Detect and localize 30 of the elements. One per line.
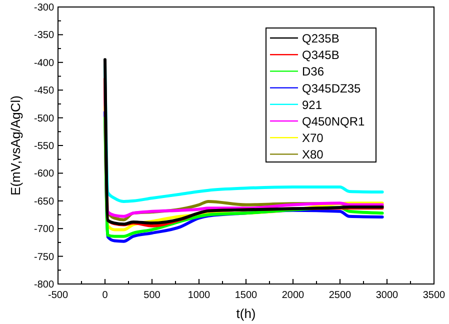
legend-label: 921: [302, 98, 322, 112]
y-tick-label: -400: [34, 58, 54, 69]
y-tick-label: -600: [34, 168, 54, 180]
x-tick-label: 500: [144, 290, 161, 301]
x-tick-label: 2500: [328, 290, 352, 301]
y-axis-title: E(mV,vsAg/AgCl): [8, 96, 23, 196]
x-tick-label: 1000: [188, 290, 211, 301]
y-tick-label: -300: [34, 2, 54, 14]
x-tick-label: 0: [102, 290, 108, 301]
y-tick-label: -800: [34, 280, 54, 290]
y-tick-label: -500: [34, 113, 54, 124]
x-tick-label: 1500: [234, 290, 258, 301]
x-tick-label: 2000: [282, 290, 305, 301]
legend-label: Q235B: [302, 32, 340, 46]
y-tick-label: -700: [34, 224, 54, 236]
x-tick-label: -500: [48, 290, 68, 301]
y-tick-label: -750: [34, 252, 54, 263]
x-axis-title: t(h): [236, 306, 256, 321]
legend-label: D36: [302, 64, 324, 79]
legend-label: X80: [302, 148, 324, 162]
y-tick-label: -550: [34, 141, 54, 152]
x-tick-label: 3000: [376, 290, 399, 301]
legend-label: X70: [302, 131, 324, 146]
y-tick-label: -450: [34, 86, 54, 97]
y-tick-label: -350: [34, 30, 54, 42]
x-tick-label: 3500: [422, 290, 446, 301]
legend-label: Q345DZ35: [302, 81, 362, 96]
legend-label: Q345B: [302, 48, 340, 62]
y-tick-label: -650: [34, 196, 54, 208]
legend-label: Q450NQR1: [302, 114, 366, 128]
